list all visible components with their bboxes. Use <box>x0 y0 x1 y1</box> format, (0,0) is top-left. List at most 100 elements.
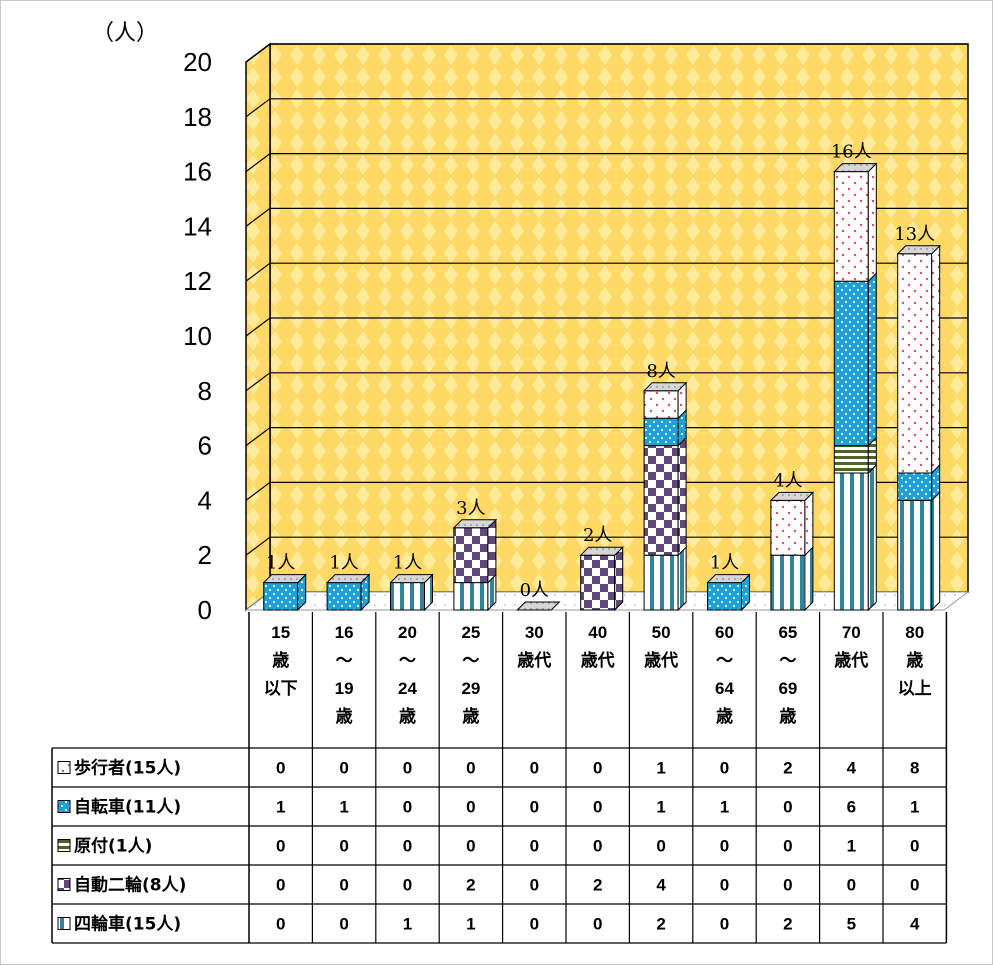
category-label: 25 <box>461 623 480 642</box>
total-label: 13人 <box>894 224 935 245</box>
y-tick-label: 20 <box>183 47 212 77</box>
category-label: 以上 <box>898 679 932 698</box>
category-label: 64 <box>715 679 734 698</box>
bar-segment <box>643 445 679 556</box>
total-label: 1人 <box>329 553 358 574</box>
gridline-side <box>245 427 271 447</box>
table-cell: 0 <box>466 798 475 817</box>
table-cell: 5 <box>847 915 856 934</box>
y-unit-label: （人） <box>92 21 158 46</box>
legend-swatch <box>57 761 71 774</box>
bar-segment <box>833 280 869 447</box>
bar-segment <box>643 554 679 611</box>
total-labels: 1人 1人 1人 3人 0人 2人 8人 1人 4人 16人 13人 <box>266 142 935 601</box>
bar-segment <box>897 253 933 474</box>
category-label: 20 <box>398 623 417 642</box>
bar-segment <box>833 445 869 474</box>
category-label: 70 <box>842 623 861 642</box>
table-cell: 0 <box>593 837 602 856</box>
table-cell: 0 <box>783 798 792 817</box>
bar-segment <box>770 499 806 556</box>
table-cell: 2 <box>593 876 602 895</box>
table-cell: 0 <box>530 798 539 817</box>
bar-segment <box>770 554 806 611</box>
category-label: 16 <box>335 623 354 642</box>
y-tick-label: 2 <box>198 540 212 570</box>
total-label: 2人 <box>583 525 612 546</box>
category-label: ～ <box>399 651 416 670</box>
table-cell: 1 <box>276 798 285 817</box>
total-label: 1人 <box>266 553 295 574</box>
y-tick-label: 12 <box>183 266 212 296</box>
table-cell: 1 <box>339 798 348 817</box>
table-cell: 0 <box>593 915 602 934</box>
table-cell: 1 <box>910 798 919 817</box>
category-label: 60 <box>715 623 734 642</box>
table-row-label: 歩行者(15人) <box>74 758 181 779</box>
total-label: 1人 <box>710 553 739 574</box>
table-cell: 1 <box>847 837 856 856</box>
category-label: ～ <box>462 651 479 670</box>
gridline-side <box>245 153 271 173</box>
bar-segment-side <box>804 491 814 557</box>
table-cell: 0 <box>530 837 539 856</box>
category-label: 29 <box>461 679 480 698</box>
bar-segment <box>707 582 742 611</box>
bar-segment-side <box>867 162 877 283</box>
table-cell: 0 <box>276 876 285 895</box>
table-cell: 0 <box>656 837 665 856</box>
category-label: 歳代 <box>834 650 868 670</box>
category-label: 歳 <box>906 650 923 670</box>
bar-top <box>642 382 688 392</box>
table-cell: 0 <box>339 915 348 934</box>
category-label: 24 <box>398 679 417 698</box>
category-label: 19 <box>335 679 354 698</box>
bars <box>262 162 941 612</box>
bar-segment-side <box>931 491 941 612</box>
table-cell: 2 <box>466 876 475 895</box>
category-label: 65 <box>778 623 797 642</box>
category-label: 歳代 <box>581 650 615 670</box>
category-label: 15 <box>271 623 290 642</box>
total-label: 3人 <box>456 498 485 519</box>
bar-segment <box>643 417 679 447</box>
table-cell: 0 <box>593 798 602 817</box>
y-axis-ticks: 0 2 4 6 8 10 12 14 16 18 20 <box>183 47 212 625</box>
table-cell: 4 <box>910 915 920 934</box>
gridline-side <box>245 207 271 227</box>
table-row-label: 自転車(11人) <box>74 797 181 818</box>
bar-segment-side <box>867 463 877 612</box>
category-label: 歳代 <box>644 650 678 670</box>
table-cell: 1 <box>403 915 412 934</box>
legend-swatch <box>57 878 71 891</box>
table-cell: 8 <box>910 759 919 778</box>
gridline-side <box>245 481 271 501</box>
bar-segment-side <box>931 244 941 475</box>
bar-top <box>833 163 878 173</box>
bar-top <box>262 574 307 584</box>
table-cell: 4 <box>656 876 666 895</box>
table-cell: 0 <box>720 876 729 895</box>
bar-top <box>706 574 751 584</box>
y-tick-label: 18 <box>183 102 212 132</box>
total-label: 1人 <box>393 553 422 574</box>
category-label: ～ <box>336 651 353 670</box>
table-cell: 2 <box>783 759 792 778</box>
table-cell: 0 <box>720 759 729 778</box>
bar-segment <box>833 171 869 282</box>
table-cell: 0 <box>910 837 919 856</box>
table-cell: 0 <box>783 837 792 856</box>
category-label: ～ <box>779 651 796 670</box>
bar-segment <box>326 582 362 611</box>
y-tick-label: 16 <box>183 157 212 187</box>
table-cell: 0 <box>466 759 475 778</box>
gridline-side <box>245 98 271 118</box>
table-cell: 2 <box>783 915 792 934</box>
bar-segment <box>580 554 616 611</box>
bar-top <box>325 574 371 584</box>
total-label: 16人 <box>831 142 872 163</box>
bar-segment <box>643 390 679 419</box>
table-cell: 0 <box>403 759 412 778</box>
category-label: 歳 <box>716 706 733 726</box>
table-cell: 1 <box>466 915 475 934</box>
